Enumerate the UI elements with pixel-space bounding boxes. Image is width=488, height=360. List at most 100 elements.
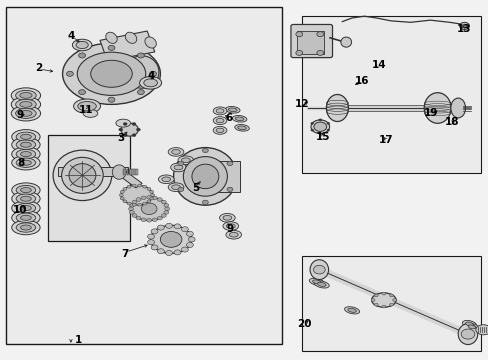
Circle shape xyxy=(127,202,131,205)
Ellipse shape xyxy=(20,206,31,211)
Ellipse shape xyxy=(12,201,40,215)
Ellipse shape xyxy=(112,165,126,179)
Circle shape xyxy=(161,200,166,204)
Ellipse shape xyxy=(12,147,40,161)
Ellipse shape xyxy=(216,118,224,123)
Ellipse shape xyxy=(144,37,156,48)
Ellipse shape xyxy=(310,120,329,134)
Ellipse shape xyxy=(105,32,117,43)
Circle shape xyxy=(120,190,124,193)
Circle shape xyxy=(370,299,374,301)
Circle shape xyxy=(149,197,153,200)
Circle shape xyxy=(313,265,325,274)
Circle shape xyxy=(165,223,172,228)
Ellipse shape xyxy=(234,125,249,131)
Circle shape xyxy=(318,132,321,135)
Ellipse shape xyxy=(237,126,246,130)
Ellipse shape xyxy=(12,192,40,206)
Circle shape xyxy=(132,200,137,204)
Ellipse shape xyxy=(20,188,31,193)
Circle shape xyxy=(138,203,142,206)
Ellipse shape xyxy=(12,138,40,152)
Ellipse shape xyxy=(168,148,183,156)
Ellipse shape xyxy=(83,109,98,117)
Circle shape xyxy=(121,123,138,136)
Circle shape xyxy=(119,194,123,197)
Circle shape xyxy=(389,294,393,297)
Text: 8: 8 xyxy=(17,158,24,168)
Bar xyxy=(128,169,130,175)
Circle shape xyxy=(373,303,377,306)
Circle shape xyxy=(132,122,136,125)
Text: 6: 6 xyxy=(225,113,232,123)
Ellipse shape xyxy=(226,224,235,229)
Ellipse shape xyxy=(371,293,395,307)
Ellipse shape xyxy=(229,233,238,237)
Ellipse shape xyxy=(12,183,40,197)
Circle shape xyxy=(147,188,151,190)
Circle shape xyxy=(226,187,232,192)
Circle shape xyxy=(157,249,164,254)
Ellipse shape xyxy=(16,99,36,109)
Ellipse shape xyxy=(219,213,235,222)
Text: 7: 7 xyxy=(121,249,128,259)
Ellipse shape xyxy=(344,307,359,314)
Circle shape xyxy=(152,196,157,200)
Text: 5: 5 xyxy=(192,183,199,193)
Circle shape xyxy=(141,218,146,221)
Circle shape xyxy=(461,24,466,28)
Ellipse shape xyxy=(16,140,36,149)
Ellipse shape xyxy=(213,107,226,115)
Text: 10: 10 xyxy=(13,204,28,215)
Ellipse shape xyxy=(20,160,31,165)
Text: 3: 3 xyxy=(118,132,124,143)
Ellipse shape xyxy=(125,32,137,43)
Circle shape xyxy=(108,97,115,102)
Circle shape xyxy=(188,237,195,242)
Circle shape xyxy=(136,216,141,220)
Ellipse shape xyxy=(73,99,101,113)
Ellipse shape xyxy=(228,108,237,112)
Circle shape xyxy=(123,122,127,125)
Ellipse shape xyxy=(168,183,183,192)
Ellipse shape xyxy=(309,278,324,285)
Circle shape xyxy=(132,134,136,137)
Ellipse shape xyxy=(162,177,170,181)
Circle shape xyxy=(138,184,142,187)
Ellipse shape xyxy=(20,111,32,116)
Ellipse shape xyxy=(225,230,241,239)
Text: 11: 11 xyxy=(78,105,93,115)
Bar xyxy=(130,169,132,175)
Ellipse shape xyxy=(16,158,36,167)
Ellipse shape xyxy=(20,225,31,230)
Bar xyxy=(6,7,282,344)
Ellipse shape xyxy=(11,106,41,121)
Bar xyxy=(132,169,134,175)
Circle shape xyxy=(326,122,329,125)
Circle shape xyxy=(310,122,313,125)
Ellipse shape xyxy=(317,282,325,287)
Circle shape xyxy=(178,161,183,166)
Bar xyxy=(126,169,128,175)
Ellipse shape xyxy=(11,97,41,112)
Circle shape xyxy=(136,198,141,201)
Ellipse shape xyxy=(16,149,36,159)
Ellipse shape xyxy=(171,185,180,189)
Text: 13: 13 xyxy=(456,24,471,34)
Circle shape xyxy=(132,184,136,187)
Ellipse shape xyxy=(91,60,132,87)
Circle shape xyxy=(150,194,154,197)
Circle shape xyxy=(163,203,168,207)
Circle shape xyxy=(151,245,158,250)
Ellipse shape xyxy=(424,93,450,123)
Circle shape xyxy=(202,200,208,204)
Text: 4: 4 xyxy=(147,71,155,81)
Ellipse shape xyxy=(16,223,36,232)
Circle shape xyxy=(137,53,144,58)
Circle shape xyxy=(66,71,73,76)
Ellipse shape xyxy=(216,109,224,113)
Circle shape xyxy=(79,90,85,95)
Ellipse shape xyxy=(16,108,36,118)
Ellipse shape xyxy=(462,320,475,328)
Text: 9: 9 xyxy=(17,110,24,120)
